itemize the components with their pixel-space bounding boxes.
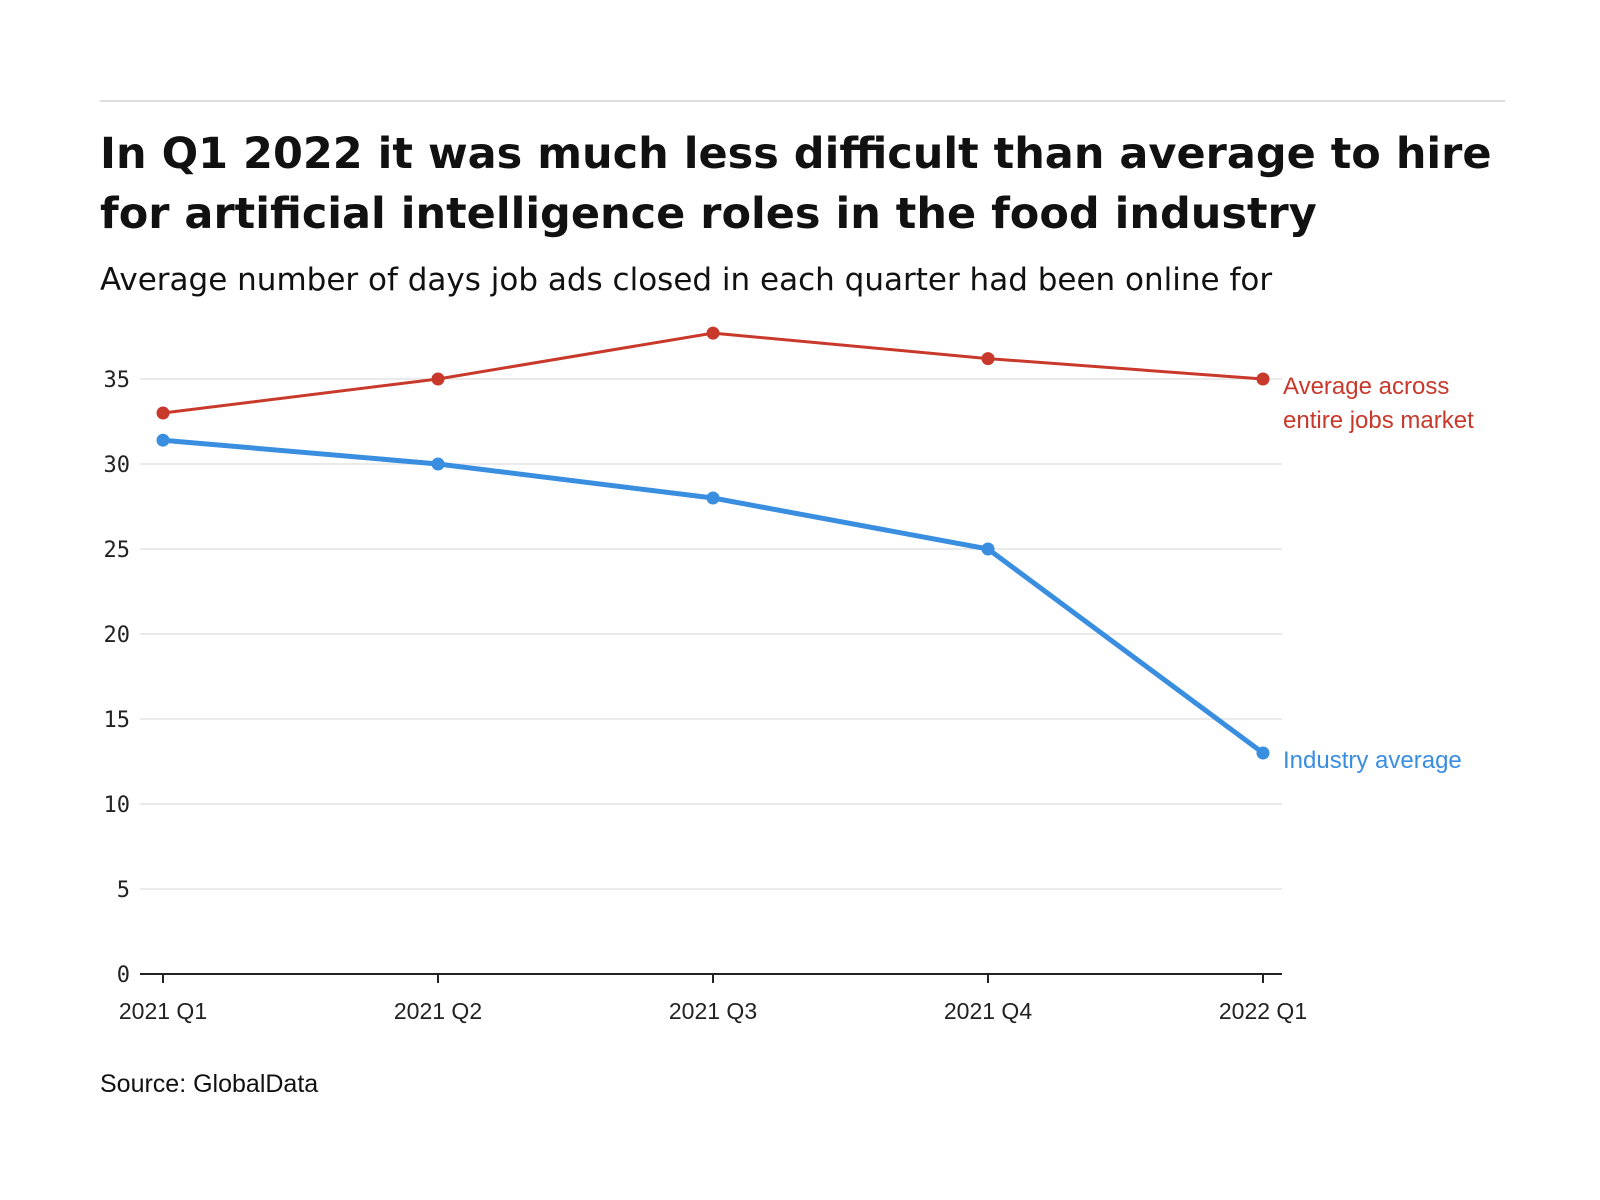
data-point-industry-average-4 [981,542,995,556]
y-tick-label-15: 15 [104,708,131,733]
x-tick-label-2: 2021 Q2 [394,998,482,1024]
data-point-market-average-5 [1256,372,1270,386]
source-note: Source: GlobalData [100,1070,319,1098]
series-line-industry-average [160,437,1266,756]
data-point-industry-average-1 [156,433,170,447]
data-point-industry-average-5 [1256,746,1270,760]
x-tick-label-5: 2022 Q1 [1219,998,1307,1024]
top-divider [100,100,1505,102]
data-point-market-average-4 [981,352,995,366]
series-label-market-average-line-1: Average across [1283,373,1449,400]
x-tick-label-4: 2021 Q4 [944,998,1032,1024]
data-point-market-average-3 [706,326,720,340]
y-tick-label-25: 25 [104,538,131,563]
y-tick-label-20: 20 [104,623,131,648]
series-label-industry-average-line-1: Industry average [1283,747,1462,774]
chart-title: In Q1 2022 it was much less difficult th… [100,129,1492,239]
series-label-market-average-line-2: entire jobs market [1283,407,1474,434]
y-tick-label-30: 30 [104,453,131,478]
series-line-market-average [161,331,1265,415]
y-tick-label-5: 5 [117,878,130,903]
data-point-industry-average-3 [706,491,720,505]
data-point-market-average-1 [156,406,170,420]
y-tick-label-10: 10 [104,793,131,818]
y-tick-label-35: 35 [104,368,131,393]
x-tick-label-1: 2021 Q1 [119,998,207,1024]
data-point-industry-average-2 [431,457,445,471]
data-point-market-average-2 [431,372,445,386]
chart-subtitle: Average number of days job ads closed in… [100,262,1273,298]
y-tick-label-0: 0 [117,963,130,988]
x-tick-label-3: 2021 Q3 [669,998,757,1024]
